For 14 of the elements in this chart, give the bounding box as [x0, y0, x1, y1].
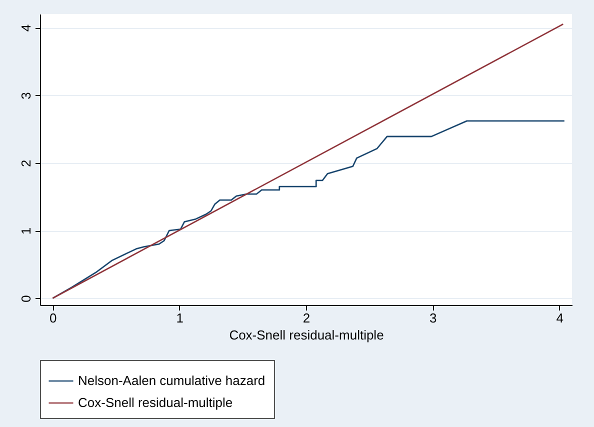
- x-tick-label: 1: [176, 310, 184, 326]
- y-tick-label: 1: [18, 227, 34, 235]
- y-tick-label: 4: [18, 24, 34, 32]
- x-tick-label: 3: [430, 310, 437, 326]
- y-tick-label: 3: [18, 92, 34, 100]
- x-axis-title: Cox-Snell residual-multiple: [229, 328, 384, 342]
- x-tick-label: 2: [302, 310, 310, 326]
- legend-label: Cox-Snell residual-multiple: [78, 395, 233, 410]
- line-series: [52, 120, 566, 299]
- legend-label: Nelson-Aalen cumulative hazard: [78, 373, 266, 388]
- x-tick-label: 4: [556, 310, 564, 326]
- y-tick-label: 0: [18, 295, 34, 302]
- y-tick-label: 2: [18, 160, 34, 167]
- x-tick-label: 0: [50, 310, 57, 326]
